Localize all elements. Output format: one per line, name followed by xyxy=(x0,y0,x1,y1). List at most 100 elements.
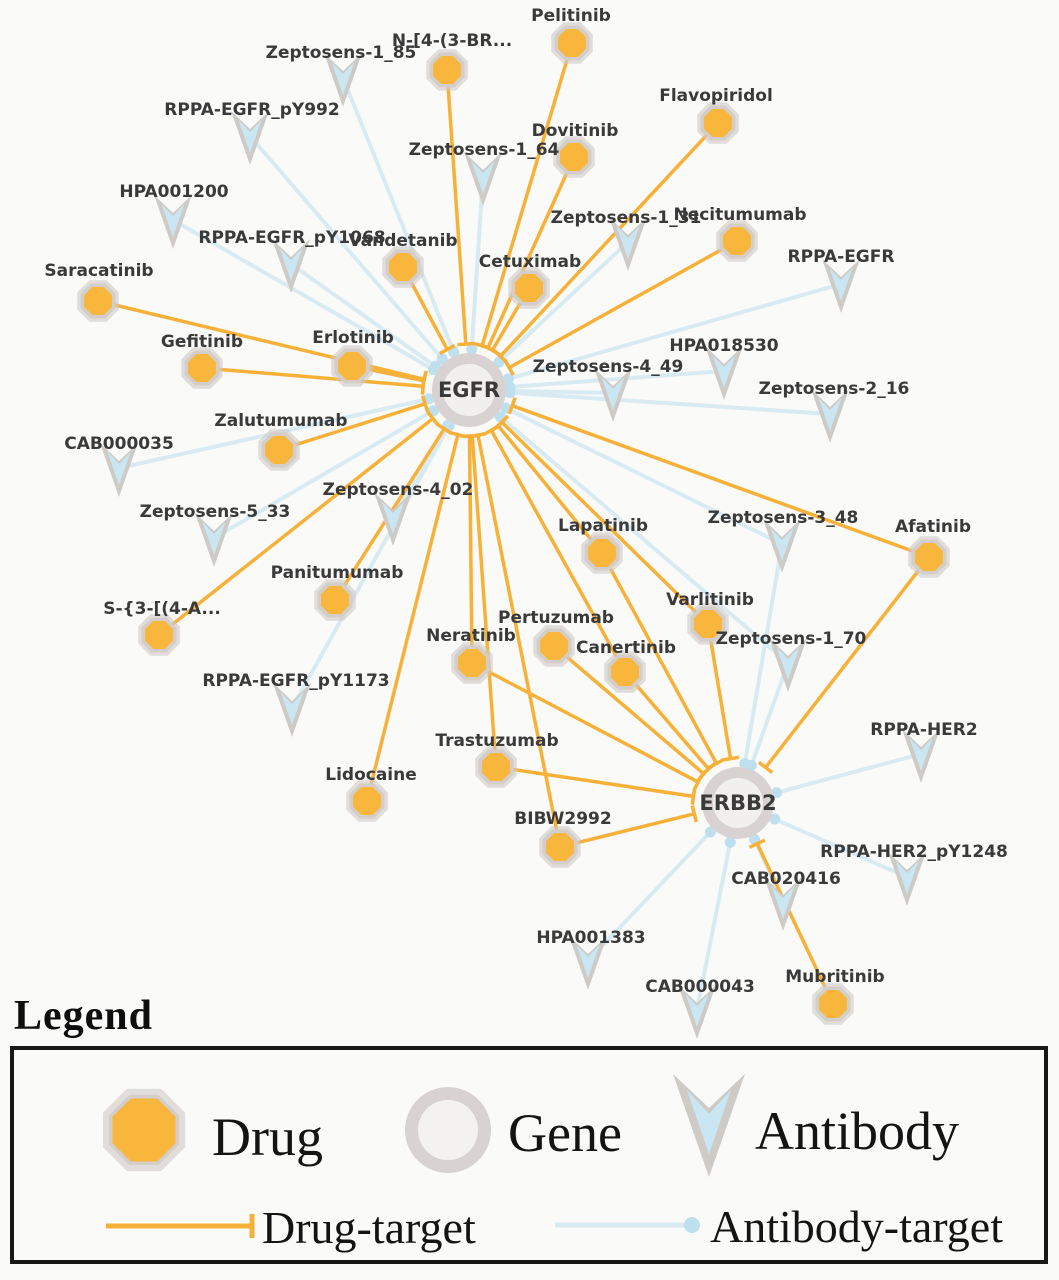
edge-zeptosens-1-70-egfr xyxy=(498,415,790,665)
edge-pelitinib-egfr xyxy=(480,42,574,347)
antibody-node-hpa018530 xyxy=(705,346,743,400)
antibody-node-rppa-her2 xyxy=(902,729,940,783)
edge-tbar-neratinib-erbb2 xyxy=(692,773,704,791)
antibody-target-edge-icon xyxy=(555,1217,700,1233)
edge-rppa-egfr-py992-egfr xyxy=(248,134,444,361)
edge-trastuzumab-erbb2 xyxy=(495,765,694,799)
edge-zeptosens-3-48-erbb2 xyxy=(742,543,784,764)
drug-halo-zalutumumab xyxy=(258,429,300,471)
drug-halo-afatinib xyxy=(908,536,950,578)
drug-halo-varlitinib xyxy=(687,603,729,645)
label-pertuzumab: Pertuzumab xyxy=(498,608,614,628)
edge-bibw2992-egfr xyxy=(476,434,562,848)
antibody-chevron-inner-rppa-her2-py1248 xyxy=(895,861,919,894)
antibody-chevron-icon xyxy=(673,1074,745,1177)
drug-node-mubritinib xyxy=(812,983,854,1025)
label-necitumumab: Necitumumab xyxy=(673,205,806,225)
edge-gefitinib-egfr xyxy=(201,366,424,388)
drug-node-pertuzumab xyxy=(533,625,575,667)
antibody-chevron-inner-zeptosens-5-33 xyxy=(202,522,226,555)
label-cab000035: CAB000035 xyxy=(64,434,174,454)
antibody-chevron-inner-zeptosens-1-70 xyxy=(776,647,800,680)
drug-node-trastuzumab xyxy=(475,746,517,788)
label-zeptosens-3-48: Zeptosens-3_48 xyxy=(708,508,859,528)
drug-octagon-cetuximab xyxy=(511,270,547,306)
drug-node-canertinib xyxy=(604,651,646,693)
antibody-node-rppa-egfr xyxy=(822,259,860,313)
antibody-node-rppa-egfr-py1173 xyxy=(273,683,311,737)
drug-halo-panitumumab xyxy=(314,579,356,621)
label-bibw2992: BIBW2992 xyxy=(514,809,611,829)
gene-node-erbb2: ERBB2 xyxy=(699,767,777,839)
label-rppa-egfr: RPPA-EGFR xyxy=(788,247,895,267)
edge-tbar-canertinib-egfr xyxy=(482,424,500,436)
edge-rppa-her2-erbb2 xyxy=(776,752,922,795)
drug-node-lidocaine xyxy=(346,780,388,822)
edge-tbar-bibw2992-egfr xyxy=(469,431,487,439)
label-hpa001200: HPA001200 xyxy=(119,182,228,202)
drug-octagon-erlotinib xyxy=(334,348,370,384)
drug-node-cetuximab xyxy=(508,267,550,309)
drug-octagon-pertuzumab xyxy=(536,628,572,664)
drug-node-erlotinib xyxy=(331,345,373,387)
antibody-chevron-inner-zeptosens-3-48 xyxy=(770,528,794,561)
antibody-node-zeptosens-1-31 xyxy=(609,217,647,271)
edge-tbar-cetuximab-egfr xyxy=(484,344,501,357)
drug-halo-erlotinib xyxy=(331,345,373,387)
edge-afatinib-egfr xyxy=(511,404,930,559)
drug-halo-lidocaine xyxy=(346,780,388,822)
antibody-node-zeptosens-3-48 xyxy=(763,519,801,573)
drug-node-flavopiridol xyxy=(697,102,739,144)
antibody-node-zeptosens-4-49 xyxy=(594,368,632,422)
antibody-chevron-inner-rppa-egfr xyxy=(829,268,853,301)
drug-octagon-pelitinib xyxy=(554,25,590,61)
antibody-node-zeptosens-5-33 xyxy=(195,513,233,567)
label-neratinib: Neratinib xyxy=(426,626,516,646)
label-rppa-egfr-py1173: RPPA-EGFR_pY1173 xyxy=(202,671,389,691)
drug-halo-n-4-3-br xyxy=(426,49,468,91)
drug-node-bibw2992 xyxy=(539,826,581,868)
edge-neratinib-erbb2 xyxy=(471,661,699,784)
drug-octagon-icon xyxy=(102,1088,186,1172)
edge-s-3-4-a-egfr xyxy=(157,417,434,637)
drug-target-edges xyxy=(97,42,931,1005)
antibody-node-cab000043 xyxy=(678,985,716,1039)
label-hpa001383: HPA001383 xyxy=(536,928,645,948)
drug-octagon-lapatinib xyxy=(584,535,620,571)
antibody-target-legend-label: Antibody-target xyxy=(710,1201,1003,1252)
antibody-node-zeptosens-1-85 xyxy=(324,53,362,107)
edge-afatinib-erbb2 xyxy=(764,555,931,769)
label-lapatinib: Lapatinib xyxy=(558,516,648,536)
edge-tbar-afatinib-egfr xyxy=(507,397,517,415)
edge-zeptosens-5-33-egfr xyxy=(212,408,435,540)
label-lidocaine: Lidocaine xyxy=(325,765,417,785)
edge-dovitinib-egfr xyxy=(486,156,576,349)
drug-node-vandetanib xyxy=(382,246,424,288)
drug-octagon-afatinib xyxy=(911,539,947,575)
edge-zeptosens-1-70-erbb2 xyxy=(749,662,790,767)
drug-node-n-4-3-br xyxy=(426,49,468,91)
edge-rppa-egfr-egfr xyxy=(507,282,842,381)
label-s-3-4-a: S-{3-[(4-A... xyxy=(103,599,221,619)
antibody-chevron-inner-cab000043 xyxy=(685,994,709,1027)
edge-dot-rppa-egfr-py1068-egfr xyxy=(430,360,442,372)
label-saracatinib: Saracatinib xyxy=(44,261,153,281)
drug-node-lapatinib xyxy=(581,532,623,574)
edge-zeptosens-3-48-egfr xyxy=(504,406,783,546)
drug-halo-canertinib xyxy=(604,651,646,693)
drug-octagon-canertinib xyxy=(607,654,643,690)
label-cab000043: CAB000043 xyxy=(645,977,755,997)
drug-octagon-panitumumab xyxy=(317,582,353,618)
antibody-chevron-inner-cab000035 xyxy=(107,452,131,485)
drug-node-neratinib xyxy=(451,642,493,684)
label-zeptosens-1-85: Zeptosens-1_85 xyxy=(266,43,417,63)
drug-octagon-zalutumumab xyxy=(261,432,297,468)
edge-rppa-egfr-py1173-egfr xyxy=(290,424,451,709)
drug-node-saracatinib xyxy=(77,280,119,322)
gene-inner-erbb2 xyxy=(713,778,763,828)
gene-circle-icon xyxy=(405,1087,491,1173)
node-labels: Pelitinib N-[4-(3-BR... Dovitinib Flavopiri… xyxy=(44,6,1007,997)
antibody-legend-label: Antibody xyxy=(755,1101,960,1161)
drug-octagon-s-3-4-a xyxy=(141,617,177,653)
